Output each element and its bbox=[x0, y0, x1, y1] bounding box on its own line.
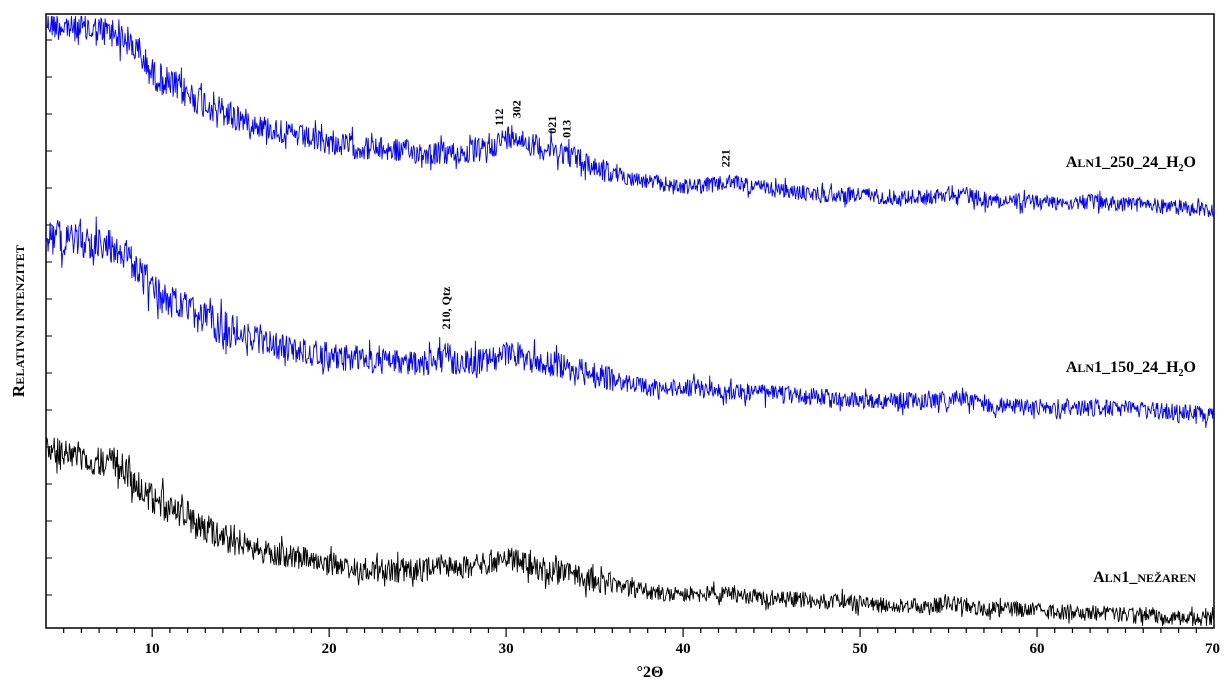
x-tick-label: 70 bbox=[1205, 641, 1220, 657]
x-tick-label: 40 bbox=[676, 641, 691, 657]
peak-label: 021 bbox=[545, 116, 559, 134]
series-trace-2 bbox=[45, 216, 1215, 428]
x-axis-ticks: 10 20 30 40 50 60 70 bbox=[63, 628, 1220, 657]
x-axis-title: °2Θ bbox=[637, 664, 664, 681]
peak-label: 302 bbox=[510, 100, 524, 118]
peak-annotations: 112 302 021 013 221 210, Qtz bbox=[439, 100, 733, 329]
series-trace-3 bbox=[45, 437, 1215, 627]
x-tick-label: 50 bbox=[853, 641, 868, 657]
peak-label: 221 bbox=[719, 149, 733, 167]
traces bbox=[45, 15, 1215, 627]
y-axis-ticks bbox=[46, 39, 52, 596]
y-axis-title: RELATIVNI INTENZITET bbox=[9, 245, 28, 397]
peak-label: 112 bbox=[492, 109, 506, 126]
x-tick-label: 30 bbox=[499, 641, 514, 657]
series-trace-1 bbox=[45, 15, 1215, 218]
x-tick-label: 60 bbox=[1030, 641, 1045, 657]
x-tick-label: 20 bbox=[322, 641, 337, 657]
series-labels: ALN1_250_24_H2O ALN1_150_24_H2O ALN1_NEŽAR… bbox=[1066, 154, 1196, 586]
series-label-1: ALN1_250_24_H2O bbox=[1066, 154, 1196, 174]
series-label-2: ALN1_150_24_H2O bbox=[1066, 359, 1196, 379]
series-label-3: ALN1_NEŽAREN bbox=[1093, 569, 1196, 586]
peak-label: 210, Qtz bbox=[439, 286, 453, 329]
x-tick-label: 10 bbox=[145, 641, 160, 657]
peak-label: 013 bbox=[559, 120, 573, 138]
